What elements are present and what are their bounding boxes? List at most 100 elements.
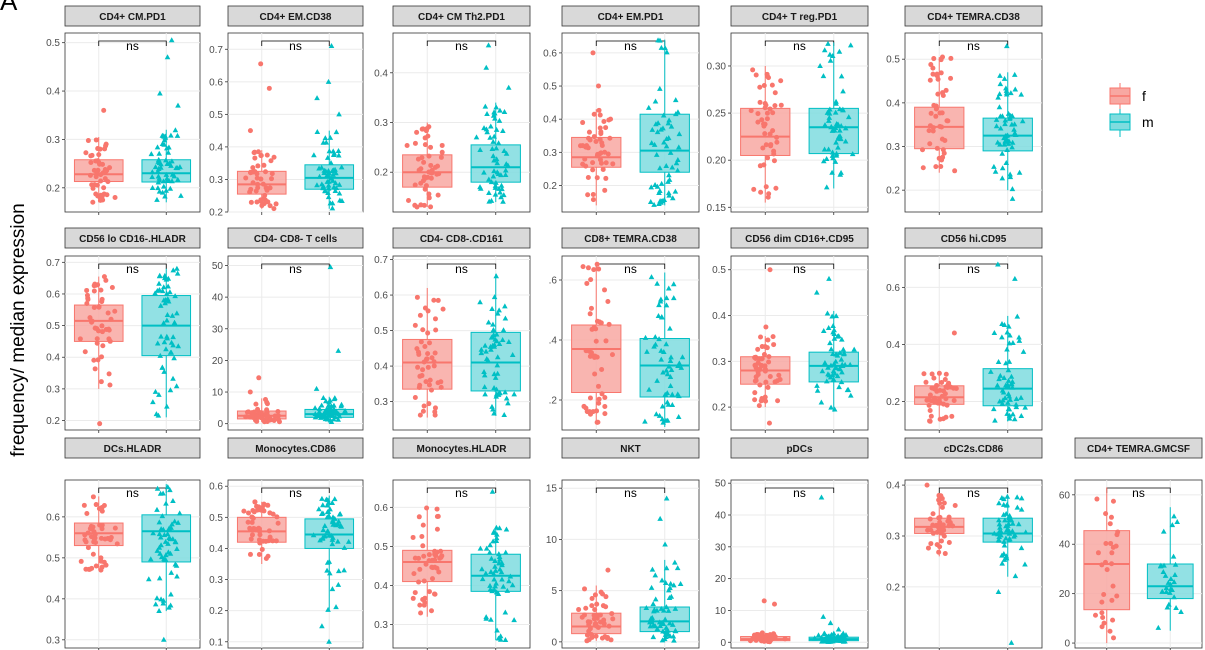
data-point-f <box>592 613 597 618</box>
data-point-f <box>936 498 941 503</box>
data-point-f <box>607 624 612 629</box>
data-point-f <box>429 565 434 570</box>
data-point-f <box>1105 567 1110 572</box>
data-point-f <box>274 201 279 206</box>
data-point-f <box>415 295 420 300</box>
panel-15: Monocytes.HLADR0.30.40.50.6ns <box>374 438 530 650</box>
data-point-f <box>771 334 776 339</box>
y-tick-label: 0.3 <box>886 142 900 153</box>
data-point-f <box>429 388 434 393</box>
data-point-f <box>109 317 114 322</box>
data-point-f <box>107 383 112 388</box>
data-point-f <box>438 555 443 560</box>
data-point-f <box>419 339 424 344</box>
data-point-f <box>413 590 418 595</box>
y-tick-label: 20 <box>715 574 727 585</box>
data-point-f <box>439 155 444 160</box>
data-point-f <box>603 176 608 181</box>
data-point-f <box>429 608 434 613</box>
data-point-f <box>931 56 936 61</box>
data-point-f <box>768 142 773 147</box>
data-point-f <box>268 203 273 208</box>
data-point-f <box>421 409 426 414</box>
data-point-f <box>440 143 445 148</box>
data-point-f <box>263 169 268 174</box>
data-point-f <box>586 136 591 141</box>
y-tick-label: 0.5 <box>886 55 900 66</box>
data-point-f <box>426 365 431 370</box>
data-point-f <box>252 499 257 504</box>
data-point-f <box>594 634 599 639</box>
data-point-f <box>417 374 422 379</box>
data-point-f <box>86 138 91 143</box>
panel-9: CD4- CD8-.CD1610.30.40.50.60.7ns <box>374 228 530 433</box>
significance-label: ns <box>967 39 980 53</box>
y-tick-label: 30 <box>715 542 727 553</box>
data-point-f <box>941 388 946 393</box>
data-point-f <box>582 586 587 591</box>
data-point-f <box>82 503 87 508</box>
data-point-f <box>602 404 607 409</box>
data-point-f <box>593 592 598 597</box>
data-point-f <box>433 350 438 355</box>
data-point-f <box>436 193 441 198</box>
data-point-f <box>259 415 264 420</box>
y-tick-label: 40 <box>715 511 727 522</box>
data-point-f <box>420 543 425 548</box>
data-point-f <box>934 106 939 111</box>
data-point-f <box>436 171 441 176</box>
data-point-f <box>113 526 118 531</box>
data-point-f <box>933 164 938 169</box>
data-point-f <box>592 134 597 139</box>
data-point-f <box>406 198 411 203</box>
data-point-f <box>405 143 410 148</box>
data-point-f <box>948 76 953 81</box>
data-point-f <box>422 344 427 349</box>
panel-4: CD4+ EM.PD10.20.30.40.50.6ns <box>543 6 699 215</box>
data-point-f <box>758 335 763 340</box>
data-point-f <box>417 603 422 608</box>
y-tick-label: 0.4 <box>374 581 388 592</box>
data-point-f <box>939 70 944 75</box>
data-point-f <box>597 151 602 156</box>
data-point-f <box>252 156 257 161</box>
data-point-f <box>1109 561 1114 566</box>
panel-5: CD4+ T reg.PD10.150.200.250.30ns <box>707 6 868 215</box>
data-point-f <box>583 164 588 169</box>
data-point-f <box>596 384 601 389</box>
data-point-f <box>241 509 246 514</box>
data-point-f <box>1101 592 1106 597</box>
data-point-f <box>428 204 433 209</box>
data-point-f <box>610 616 615 621</box>
data-point-f <box>763 122 768 127</box>
data-point-f <box>97 304 102 309</box>
data-point-f <box>589 306 594 311</box>
data-point-f <box>938 401 943 406</box>
data-point-f <box>600 391 605 396</box>
data-point-f <box>580 120 585 125</box>
data-point-f <box>97 421 102 426</box>
data-point-f <box>243 414 248 419</box>
y-tick-label: 10 <box>715 606 727 617</box>
data-point-f <box>587 130 592 135</box>
data-point-f <box>414 130 419 135</box>
data-point-f <box>759 363 764 368</box>
y-tick-label: 0.5 <box>543 82 557 93</box>
data-point-f <box>604 160 609 165</box>
data-point-f <box>269 176 274 181</box>
data-point-f <box>1103 541 1108 546</box>
data-point-f <box>936 77 941 82</box>
y-tick-label: 50 <box>212 261 224 272</box>
data-point-f <box>586 175 591 180</box>
data-point-f <box>940 505 945 510</box>
data-point-f <box>927 128 932 133</box>
data-point-f <box>432 592 437 597</box>
data-point-f <box>422 600 427 605</box>
data-point-f <box>750 67 755 72</box>
data-point-f <box>585 633 590 638</box>
data-point-f <box>779 103 784 108</box>
y-tick-label: 0.5 <box>46 321 60 332</box>
data-point-f <box>260 547 265 552</box>
data-point-f <box>774 140 779 145</box>
data-point-f <box>765 72 770 77</box>
